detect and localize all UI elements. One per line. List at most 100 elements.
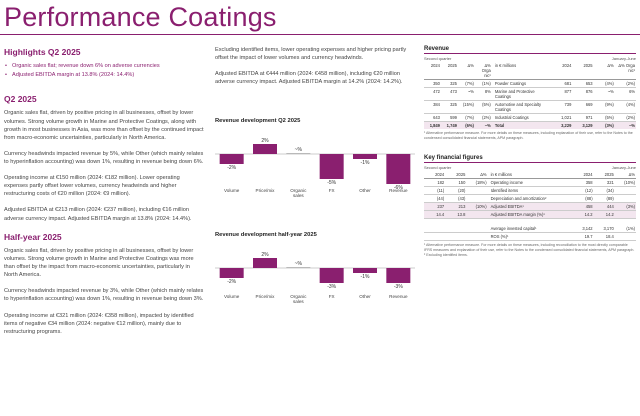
half-year-heading: Half-year 2025: [4, 231, 62, 242]
page-title: Performance Coatings: [4, 2, 277, 32]
table-cell: [445, 225, 467, 234]
table-cell: Automotive and Specialty Coatings: [491, 100, 552, 114]
table-cell: 3,229: [551, 121, 573, 129]
bar-chart-half-year: -2% Volume 2% Price/mix ~% Organic sales -3% FX -…: [215, 252, 415, 304]
chart-category-label: FX: [329, 294, 335, 299]
table-cell: 321: [593, 178, 615, 188]
period-right: January-June: [611, 165, 636, 171]
q2-paragraph: Operating income at €150 million (2024: …: [4, 175, 180, 198]
table-cell: Industrial Coatings: [491, 113, 552, 122]
chart-bar: [353, 268, 377, 273]
column-header: 2025: [445, 171, 467, 180]
chart-half-year: Revenue development half-year 2025 -2% Vo…: [215, 232, 415, 322]
table-row: 384 325 (15%) (5%) Automotive and Specialty …: [424, 100, 636, 114]
table-cell: 6%: [614, 87, 636, 101]
table-cell: (11): [424, 186, 446, 196]
q2-heading: Q2 2025: [4, 94, 37, 105]
chart-bar: [253, 144, 277, 154]
table-cell: [614, 186, 636, 196]
chart-data-label: ~%: [295, 147, 303, 153]
key-figures-period: Second quarter January-June: [424, 163, 636, 171]
table-cell: 739: [551, 100, 573, 114]
half-year-paragraph: Currency headwinds impacted revenue by 3…: [4, 288, 204, 303]
chart-data-label: -2%: [227, 279, 236, 285]
table-cell: (12): [572, 186, 594, 196]
chart-bar: [286, 153, 311, 154]
column-header: 2025: [440, 62, 458, 80]
table-cell: 325: [440, 100, 458, 114]
table-cell: 472: [424, 87, 441, 101]
chart-data-label: -3%: [327, 284, 336, 290]
chart-category-label: Organic sales: [290, 294, 307, 304]
column-header: Δ%: [457, 62, 475, 80]
chart-bar: [386, 154, 411, 184]
chart-category-label: Other: [359, 294, 371, 299]
table-cell: (10%): [466, 202, 488, 212]
chart-bar: [286, 267, 311, 268]
table-cell: (2%): [474, 113, 492, 122]
column-header: Δ%: [593, 62, 615, 80]
table-cell: 13.8: [445, 210, 467, 220]
table-cell: (1%): [474, 79, 492, 88]
table-cell: 3,129: [572, 121, 594, 129]
table-row: 643 599 (7%) (2%) Industrial Coatings 1,021 97…: [424, 113, 636, 122]
table-cell: 876: [572, 87, 594, 101]
table-cell: (15%): [457, 100, 475, 114]
highlights-heading: Highlights Q2 2025: [4, 47, 81, 57]
table-cell: (18%): [466, 178, 488, 188]
table-cell: (5%): [474, 100, 492, 114]
table-cell: 325: [440, 79, 458, 88]
table-cell: 358: [572, 178, 594, 188]
table-cell: [424, 232, 446, 242]
table-cell: 182: [424, 178, 446, 188]
table-cell: Average invested capital¹: [487, 225, 573, 234]
chart-data-label: -1%: [361, 274, 370, 280]
column-header: in € millions: [487, 171, 573, 180]
chart-category-label: Volume: [224, 294, 240, 299]
chart-bar: [319, 154, 344, 179]
column-header: 2024: [424, 171, 446, 180]
chart-data-label: -2%: [227, 165, 236, 171]
table-row: 472 473 ~% 8% Marine and Protective Coatings…: [424, 87, 636, 101]
table-cell: 1,021: [551, 113, 573, 122]
chart-bar: [219, 154, 244, 164]
bar-chart-q2: -2% Volume 2% Price/mix ~% Organic sales -5% FX -…: [215, 138, 415, 198]
table-cell: 14.2: [593, 210, 615, 220]
table-cell: (7%): [457, 79, 475, 88]
table-cell: (20): [445, 186, 467, 196]
total-row: 1,849 1,749 (6%) ~% Total 3,229 3,129 (3%) ~%: [424, 121, 636, 129]
table-cell: Depreciation and amortization²: [487, 194, 573, 204]
chart-category-label: Volume: [224, 188, 240, 193]
chart-bar: [253, 258, 277, 268]
column-header: Δ%: [614, 171, 636, 180]
chart-category-label: Organic sales: [290, 188, 307, 198]
table-cell: 150: [445, 178, 467, 188]
table-cell: [614, 210, 636, 220]
table-cell: 653: [572, 79, 594, 88]
table-cell: [466, 194, 488, 204]
table-cell: 14.2: [572, 210, 594, 220]
table-cell: ~%: [593, 87, 615, 101]
table-cell: 599: [440, 113, 458, 122]
table-cell: [424, 225, 446, 234]
period-left: Second quarter: [424, 56, 452, 61]
column-header: 2025: [572, 62, 594, 80]
table-row: (44) (43) Depreciation and amortization² (8…: [424, 194, 636, 204]
table-cell: [614, 194, 636, 204]
table-cell: [466, 225, 488, 234]
table-cell: (4%): [614, 100, 636, 114]
middle-column: Excluding identified items, lower operat…: [215, 46, 415, 94]
column-header: Δ% Orga nic¹: [614, 62, 636, 80]
column-header: Δ%: [466, 171, 488, 180]
table-cell: (34): [593, 186, 615, 196]
table-cell: 877: [551, 87, 573, 101]
table-cell: (3%): [593, 121, 615, 129]
table-cell: (2%): [614, 79, 636, 88]
table-cell: (88): [572, 194, 594, 204]
highlight-item: Adjusted EBITDA margin at 13.8% (2024: 1…: [4, 71, 204, 80]
table-cell: 350: [424, 79, 441, 88]
chart-data-label: -3%: [394, 284, 403, 290]
table-row: (11) (20) Identified items (12) (34): [424, 186, 636, 196]
middle-paragraph: Adjusted EBITDA at €444 million (2024: €…: [215, 71, 403, 86]
highlights-list: Organic sales flat; revenue down 6% on a…: [4, 62, 204, 79]
